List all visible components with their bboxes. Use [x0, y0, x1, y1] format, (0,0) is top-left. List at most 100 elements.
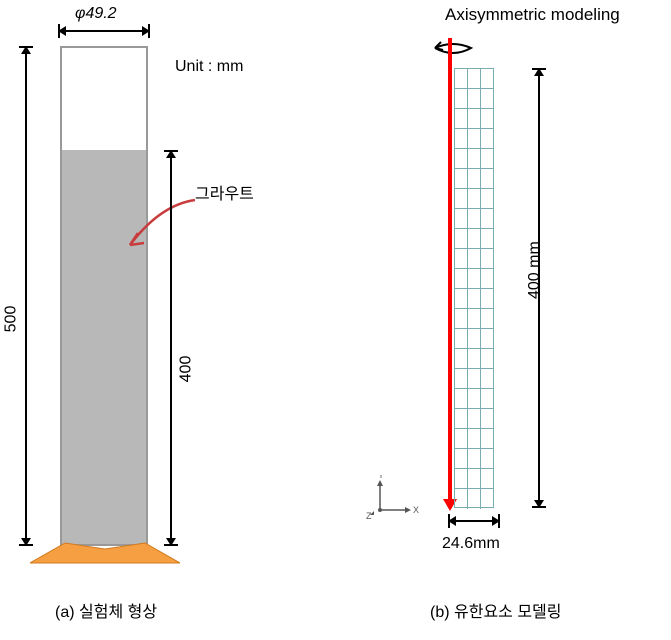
axisymmetric-title: Axisymmetric modeling [445, 5, 620, 25]
x-axis-label: X [413, 505, 419, 515]
mesh-cell [455, 209, 468, 228]
symmetry-axis-line [448, 38, 452, 508]
mesh-cell [455, 469, 468, 488]
mesh-cell [455, 449, 468, 468]
mesh-cell [468, 349, 481, 368]
mesh-cell [481, 169, 493, 188]
mesh-cell [481, 389, 493, 408]
mesh-cell [468, 89, 481, 108]
mesh-cell [455, 249, 468, 268]
caption-a: (a) 실험체 형상 [55, 598, 157, 622]
mesh-cell [455, 109, 468, 128]
mesh-cell [468, 269, 481, 288]
mesh-row [455, 449, 493, 469]
mesh-row [455, 409, 493, 429]
mesh-cell [468, 229, 481, 248]
mesh-cell [455, 189, 468, 208]
mesh-cell [455, 349, 468, 368]
mesh-cell [481, 129, 493, 148]
mesh-row [455, 129, 493, 149]
mesh-cell [481, 69, 493, 88]
mesh-cell [481, 89, 493, 108]
mesh-cell [481, 249, 493, 268]
mesh-cell [481, 349, 493, 368]
width-dimension-line [448, 520, 500, 522]
diameter-dimension-line [58, 30, 150, 32]
mesh-cell [481, 489, 493, 509]
mesh-cell [468, 109, 481, 128]
mesh-cell [455, 129, 468, 148]
mesh-cell [468, 289, 481, 308]
y-axis-label: Y [378, 475, 384, 480]
fe-mesh [454, 68, 494, 508]
mesh-cell [455, 69, 468, 88]
mesh-row [455, 109, 493, 129]
mesh-row [455, 189, 493, 209]
height500-dimension-line [25, 46, 27, 546]
mesh-cell [481, 329, 493, 348]
mesh-row [455, 229, 493, 249]
grout-label: 그라우트 [195, 180, 254, 204]
mesh-cell [481, 289, 493, 308]
heightb-label: 400 mm [526, 241, 544, 299]
mesh-cell [481, 309, 493, 328]
base-support-icon [30, 538, 180, 568]
mesh-cell [468, 389, 481, 408]
mesh-cell [481, 229, 493, 248]
mesh-row [455, 169, 493, 189]
mesh-cell [455, 389, 468, 408]
mesh-row [455, 389, 493, 409]
mesh-cell [468, 429, 481, 448]
mesh-cell [481, 209, 493, 228]
mesh-cell [468, 249, 481, 268]
mesh-cell [468, 189, 481, 208]
mesh-cell [455, 369, 468, 388]
mesh-row [455, 209, 493, 229]
mesh-cell [481, 449, 493, 468]
caption-b: (b) 유한요소 모델링 [430, 598, 562, 622]
mesh-row [455, 249, 493, 269]
width-label: 24.6mm [442, 535, 500, 553]
height500-label: 500 [2, 306, 20, 333]
mesh-cell [468, 169, 481, 188]
mesh-cell [468, 129, 481, 148]
mesh-row [455, 309, 493, 329]
mesh-cell [481, 369, 493, 388]
mesh-cell [455, 429, 468, 448]
mesh-cell [468, 409, 481, 428]
mesh-cell [481, 269, 493, 288]
mesh-cell [468, 329, 481, 348]
figure-container: φ49.2 Unit : mm 그라우트 500 400 (a) 실험체 형상 … [0, 0, 671, 640]
mesh-row [455, 489, 493, 509]
mesh-cell [455, 229, 468, 248]
mesh-row [455, 149, 493, 169]
mesh-row [455, 369, 493, 389]
mesh-cell [481, 429, 493, 448]
grout-arrow-icon [110, 195, 200, 265]
mesh-row [455, 269, 493, 289]
mesh-cell [455, 169, 468, 188]
mesh-row [455, 89, 493, 109]
mesh-cell [468, 449, 481, 468]
coordinate-system-icon: Y X Z [360, 475, 420, 525]
mesh-row [455, 429, 493, 449]
unit-label: Unit : mm [175, 58, 243, 76]
mesh-cell [468, 469, 481, 488]
mesh-cell [455, 409, 468, 428]
mesh-cell [468, 69, 481, 88]
mesh-row [455, 69, 493, 89]
mesh-cell [455, 309, 468, 328]
mesh-cell [481, 469, 493, 488]
mesh-cell [481, 189, 493, 208]
mesh-cell [481, 149, 493, 168]
mesh-cell [481, 409, 493, 428]
z-axis-label: Z [366, 511, 372, 521]
mesh-cell [455, 289, 468, 308]
mesh-row [455, 469, 493, 489]
mesh-cell [468, 209, 481, 228]
mesh-cell [455, 89, 468, 108]
mesh-cell [481, 109, 493, 128]
height400-label: 400 [177, 356, 195, 383]
mesh-cell [455, 489, 468, 509]
panel-b: Axisymmetric modeling 400 mm 24.6mm Y X … [300, 0, 671, 640]
